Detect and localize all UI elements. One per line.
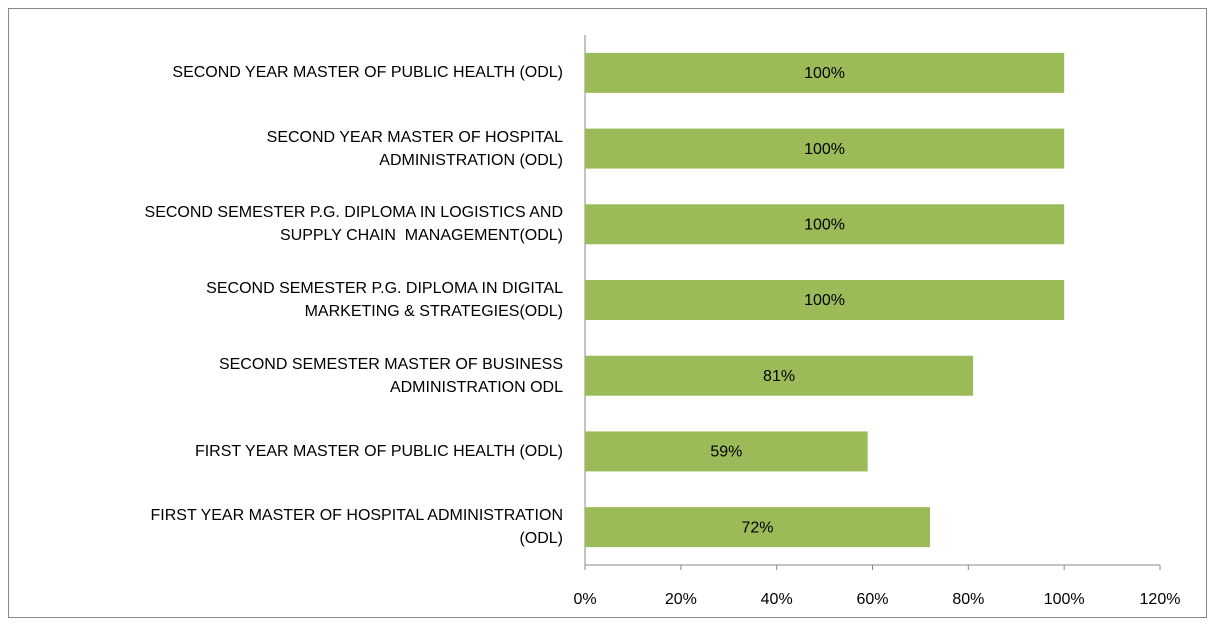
- x-tick-label: 20%: [665, 591, 697, 608]
- bar: [585, 507, 930, 548]
- x-tick-label: 40%: [761, 591, 793, 608]
- data-label: 59%: [710, 444, 742, 461]
- y-tick-label: FIRST YEAR MASTER OF HOSPITAL ADMINISTRA…: [150, 507, 564, 548]
- y-tick-label: SECOND SEMESTER MASTER OF BUSINESS ADMIN…: [218, 355, 563, 396]
- data-label: 100%: [804, 217, 845, 234]
- bar: [585, 128, 1065, 169]
- x-tick-label: 0%: [573, 591, 596, 608]
- x-tick-label: 120%: [1140, 591, 1181, 608]
- bar: [585, 280, 1065, 320]
- bar: [585, 204, 1065, 245]
- y-tick-label: SECOND SEMESTER P.G. DIPLOMA IN LOGISTIC…: [144, 204, 563, 245]
- data-label: 100%: [804, 65, 845, 82]
- y-tick-label: SECOND SEMESTER P.G. DIPLOMA IN DIGITAL …: [206, 280, 563, 320]
- bar: [585, 431, 868, 472]
- y-tick-label: SECOND YEAR MASTER OF HOSPITAL ADMINISTR…: [266, 128, 563, 169]
- data-label: 100%: [804, 141, 845, 158]
- bar: [585, 355, 974, 396]
- y-tick-label: FIRST YEAR MASTER OF PUBLIC HEALTH (ODL): [194, 442, 563, 460]
- data-label: 100%: [804, 292, 845, 309]
- y-tick-label: SECOND YEAR MASTER OF PUBLIC HEALTH (ODL…: [172, 64, 563, 82]
- x-tick-label: 80%: [952, 591, 984, 608]
- data-label: 81%: [763, 368, 795, 385]
- x-tick-label: 100%: [1044, 591, 1085, 608]
- data-label: 72%: [741, 519, 773, 536]
- bar: [585, 52, 1065, 93]
- x-tick-label: 60%: [856, 591, 888, 608]
- chart-frame: [8, 8, 1207, 618]
